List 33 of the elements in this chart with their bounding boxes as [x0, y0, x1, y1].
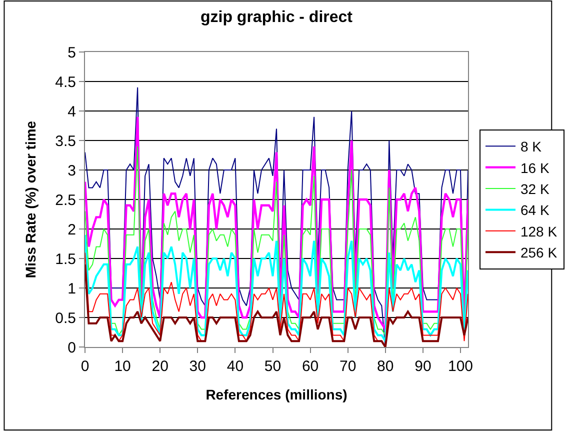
y-tick-label: 0.5 [55, 310, 76, 327]
x-tick-label: 70 [339, 358, 356, 375]
y-tick-label: 1 [68, 280, 76, 298]
x-tick-label: 40 [226, 358, 244, 375]
x-tick-label: 80 [377, 358, 394, 375]
x-tick-label: 90 [414, 358, 432, 375]
chart-title: gzip graphic - direct [200, 8, 354, 26]
x-tick-label: 50 [264, 358, 282, 375]
legend-label: 128 K [520, 223, 558, 240]
legend-label: 32 K [520, 180, 550, 197]
x-axis-title: References (millions) [206, 386, 348, 402]
y-tick-label: 3.5 [55, 132, 76, 150]
legend-label: 8 K [520, 138, 542, 155]
legend-label: 256 K [520, 244, 558, 261]
y-tick-label: 0 [68, 339, 76, 356]
x-tick-label: 60 [302, 358, 319, 375]
x-tick-label: 20 [152, 358, 168, 375]
y-tick-label: 3 [68, 162, 76, 180]
y-tick-label: 4 [68, 103, 76, 120]
line-series [85, 234, 468, 342]
y-axis-title: Miss Rate (%) over time [22, 120, 39, 278]
x-tick-label: 100 [448, 358, 474, 375]
legend-label: 16 K [520, 160, 550, 176]
y-tick-label: 2 [68, 221, 76, 238]
x-tick-label: 0 [80, 358, 90, 375]
line-series [85, 116, 468, 330]
y-tick-label: 5 [68, 44, 76, 62]
y-tick-label: 4.5 [55, 74, 76, 91]
y-tick-label: 2.5 [55, 192, 76, 209]
x-tick-label: 30 [189, 358, 206, 375]
x-tick-label: 10 [114, 358, 131, 375]
legend-label: 64 K [520, 202, 550, 218]
y-tick-label: 1.5 [55, 250, 76, 268]
